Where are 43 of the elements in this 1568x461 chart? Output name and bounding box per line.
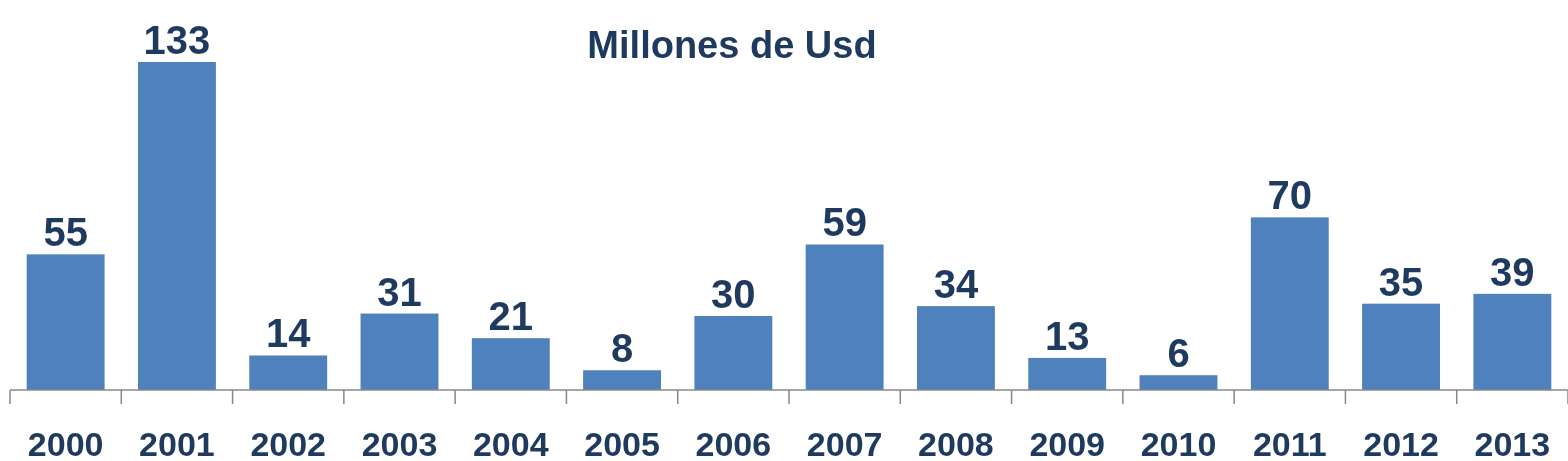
bar: [360, 313, 439, 390]
data-label: 59: [822, 200, 867, 245]
data-label: 14: [265, 311, 312, 356]
bar: [1139, 375, 1218, 390]
x-tick-label: 2004: [472, 425, 549, 461]
data-label: 30: [711, 272, 756, 317]
data-label: 31: [377, 269, 422, 314]
x-tick-label: 2012: [1363, 425, 1439, 461]
data-label: 133: [143, 18, 211, 62]
bar: [694, 316, 773, 390]
x-tick-label: 2011: [1252, 425, 1327, 461]
bar: [805, 244, 884, 390]
x-tick-label: 2007: [806, 425, 883, 461]
data-label: 21: [488, 294, 534, 339]
data-label: 34: [933, 262, 979, 307]
data-label: 39: [1490, 249, 1535, 294]
data-label: 55: [43, 210, 88, 255]
bar: [916, 306, 995, 390]
x-tick-label: 2003: [361, 425, 438, 461]
x-tick-label: 2005: [584, 425, 660, 461]
x-tick-label: 2001: [139, 425, 215, 461]
bar: [1028, 357, 1107, 390]
data-label: 70: [1267, 173, 1313, 218]
bar: [471, 338, 550, 390]
data-label: 8: [610, 326, 634, 371]
x-tick-label: 2006: [695, 425, 772, 461]
x-tick-label: 2002: [250, 425, 327, 461]
bar: [1362, 303, 1441, 390]
bar: [583, 370, 662, 390]
x-tick-label: 2013: [1474, 425, 1551, 461]
data-label: 6: [1167, 331, 1190, 376]
bar: [1250, 217, 1329, 390]
bar: [26, 254, 105, 390]
x-tick-label: 2009: [1029, 425, 1106, 461]
chart-title: Millones de Usd: [587, 24, 877, 66]
x-tick-label: 2000: [27, 425, 104, 461]
data-label: 35: [1378, 259, 1424, 304]
bar: [249, 355, 328, 390]
x-tick-label: 2010: [1140, 425, 1217, 461]
bar: [137, 62, 216, 390]
bar: [1473, 293, 1552, 390]
x-tick-label: 2008: [918, 425, 994, 461]
data-label: 13: [1044, 313, 1090, 358]
